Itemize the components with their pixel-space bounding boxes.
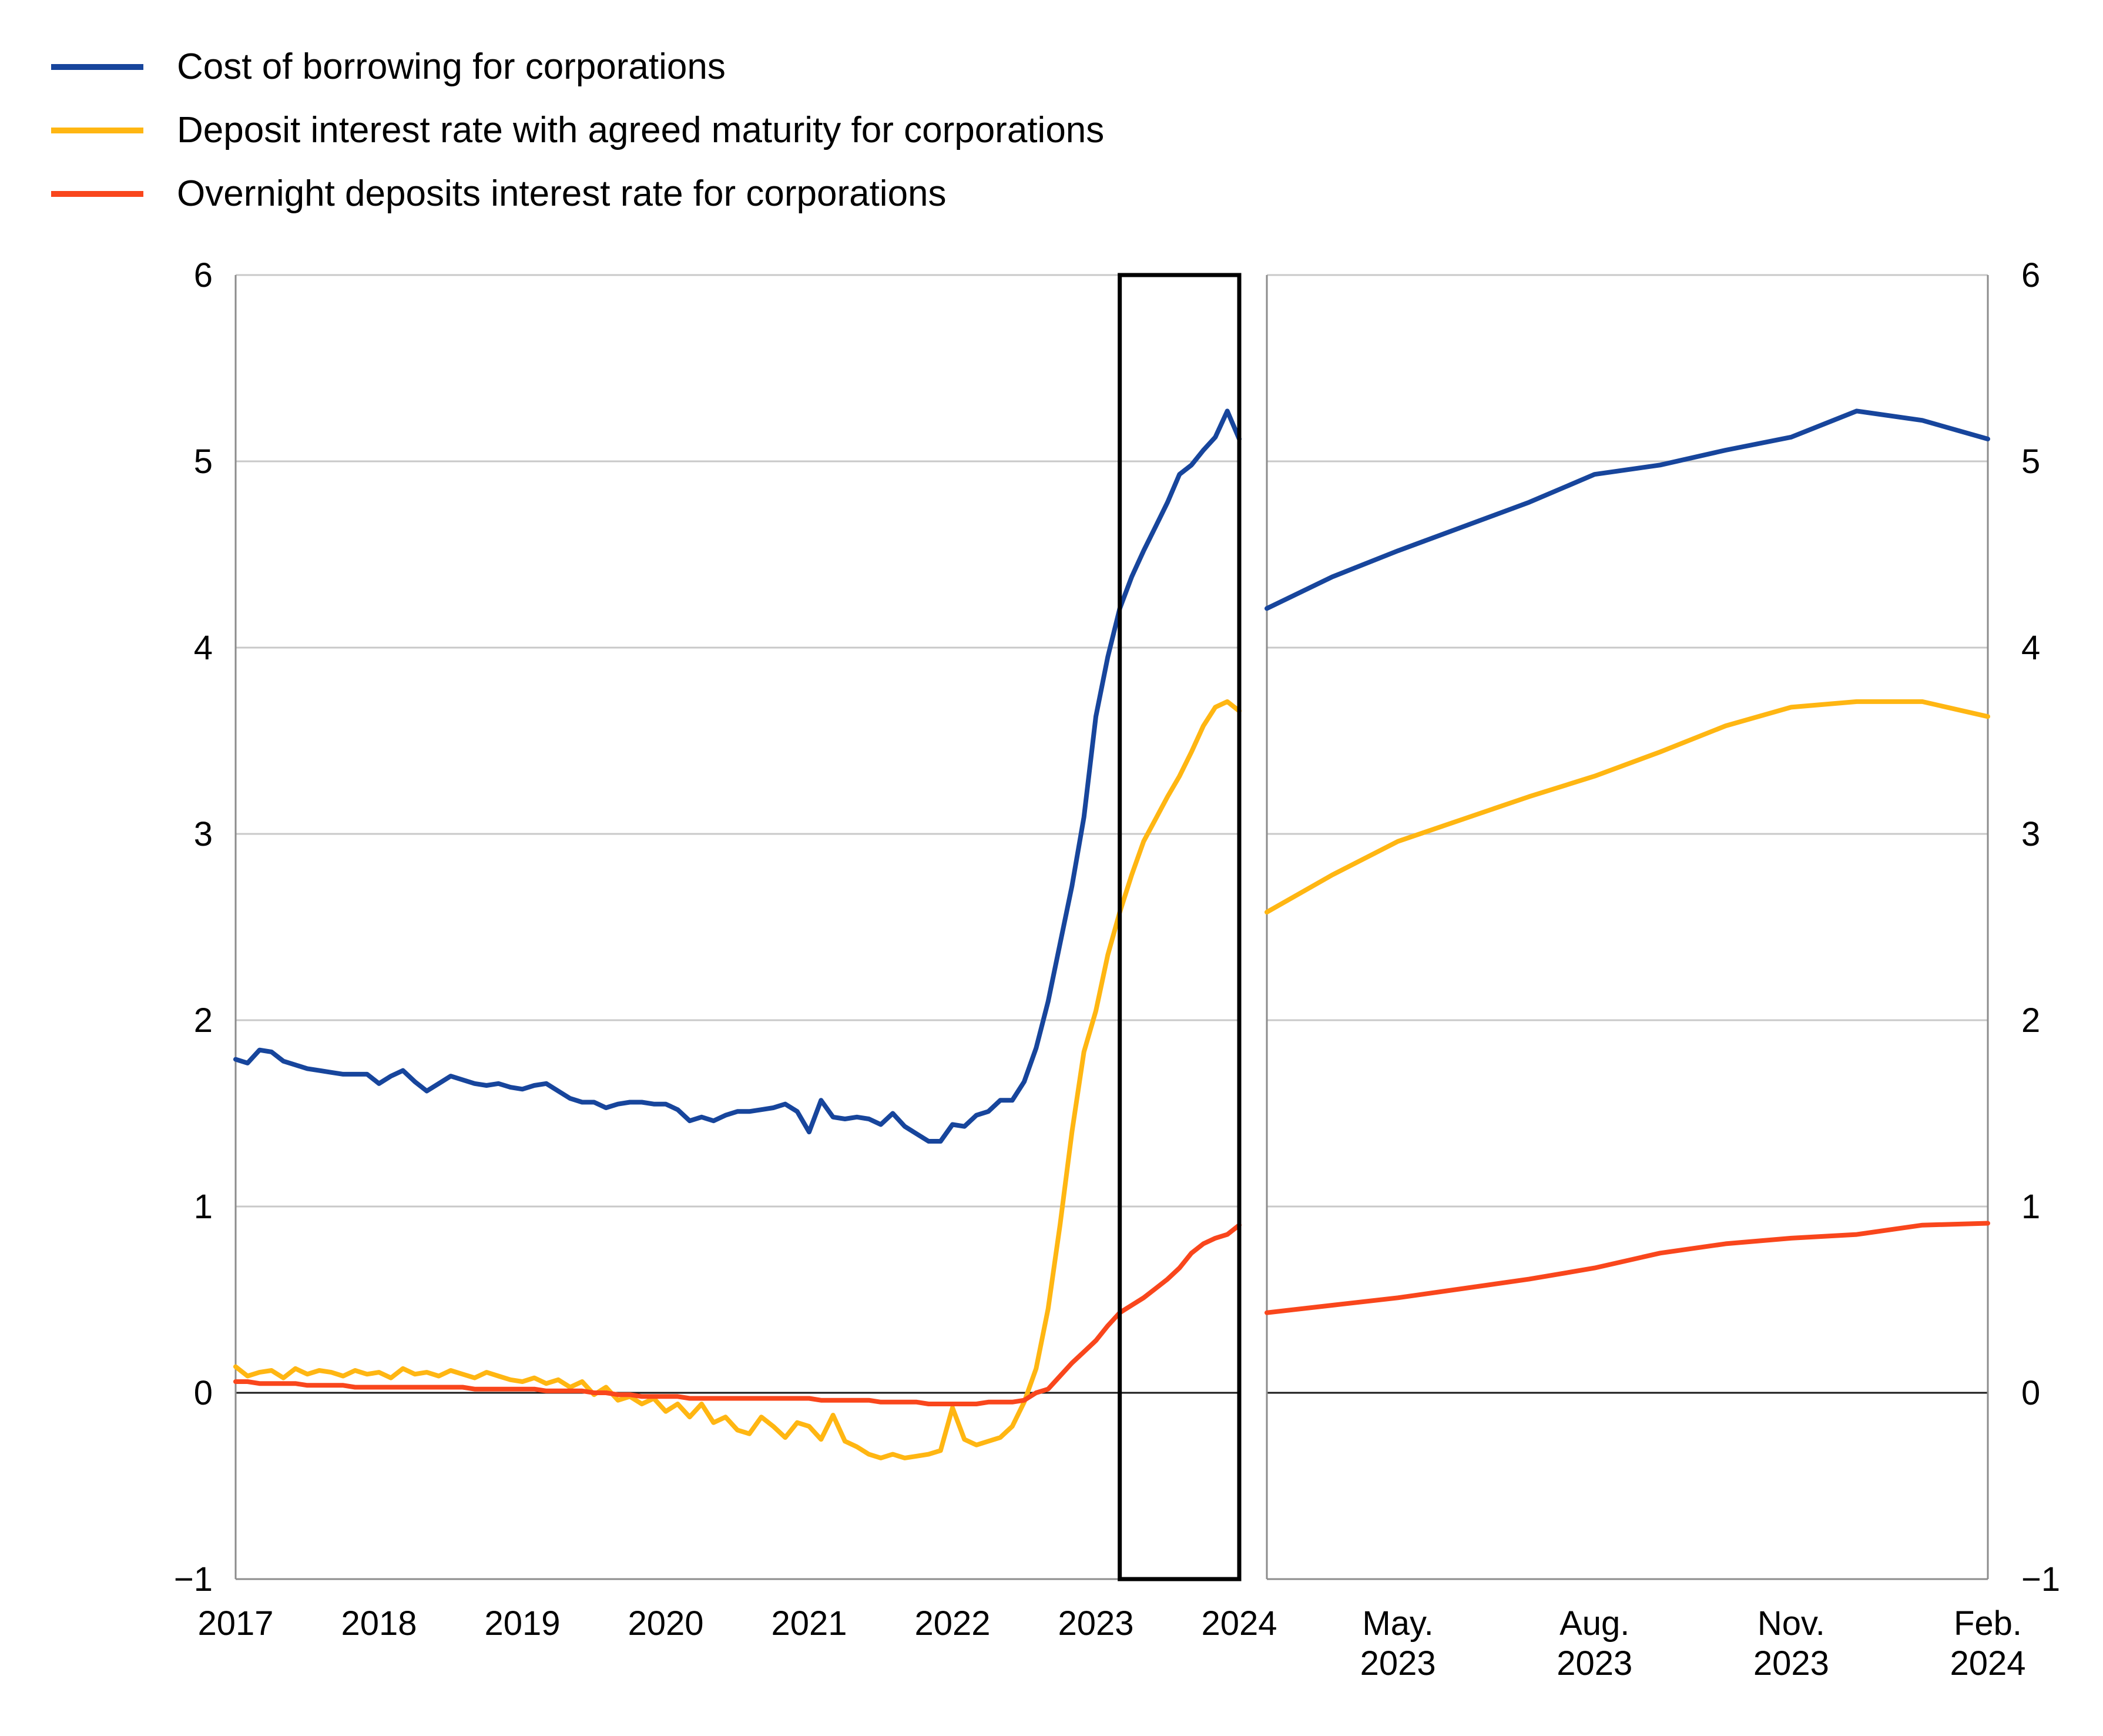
legend-label-overnight-deposits: Overnight deposits interest rate for cor… bbox=[177, 173, 947, 214]
x-tick-label-2023: 2023 bbox=[1058, 1604, 1133, 1643]
y-tick-label-left-0: 0 bbox=[194, 1374, 213, 1412]
y-tick-label-right-4: 4 bbox=[2021, 629, 2040, 667]
overnight-deposits-line-swatch bbox=[51, 191, 143, 197]
y-tick-label-left-4: 4 bbox=[194, 629, 213, 667]
y-tick-label-left-5: 5 bbox=[194, 443, 213, 481]
x-tick-label-year: 2023 bbox=[1753, 1644, 1829, 1683]
x-tick-label-Aug-2023: Aug. bbox=[1559, 1604, 1629, 1643]
deposit-agreed-maturity-line-swatch bbox=[51, 128, 143, 133]
y-tick-label-left-−1: −1 bbox=[174, 1560, 213, 1598]
legend-label-deposit-agreed-maturity: Deposit interest rate with agreed maturi… bbox=[177, 110, 1105, 150]
series-line-deposit-interest-rate-with-agreed-maturity-for-corporations bbox=[1265, 699, 1990, 915]
legend-item: Cost of borrowing for corporations bbox=[51, 35, 1104, 99]
series-line-overnight-deposits-interest-rate-for-corporations bbox=[1265, 1221, 1990, 1315]
y-tick-label-right-−1: −1 bbox=[2021, 1560, 2060, 1598]
x-tick-label-2019: 2019 bbox=[484, 1604, 560, 1643]
y-tick-label-right-2: 2 bbox=[2021, 1001, 2040, 1040]
y-tick-label-right-5: 5 bbox=[2021, 443, 2040, 481]
series-line-cost-of-borrowing-for-corporations bbox=[233, 408, 1242, 1144]
y-tick-label-right-6: 6 bbox=[2021, 256, 2040, 294]
x-tick-label-Feb-2024: Feb. bbox=[1954, 1604, 2022, 1643]
y-tick-label-left-2: 2 bbox=[194, 1001, 213, 1040]
x-tick-label-2022: 2022 bbox=[914, 1604, 990, 1643]
x-tick-label-2018: 2018 bbox=[341, 1604, 417, 1643]
x-tick-label-year: 2024 bbox=[1950, 1644, 2025, 1683]
y-tick-label-left-6: 6 bbox=[194, 256, 213, 294]
y-tick-label-right-0: 0 bbox=[2021, 1374, 2040, 1412]
y-tick-label-right-1: 1 bbox=[2021, 1188, 2040, 1226]
cost-of-borrowing-line-swatch bbox=[51, 64, 143, 70]
legend-item: Deposit interest rate with agreed maturi… bbox=[51, 99, 1104, 162]
series-line-cost-of-borrowing-for-corporations bbox=[1265, 408, 1990, 611]
x-tick-label-year: 2023 bbox=[1557, 1644, 1632, 1683]
y-tick-label-left-1: 1 bbox=[194, 1188, 213, 1226]
x-tick-label-2017: 2017 bbox=[197, 1604, 273, 1643]
series-line-deposit-interest-rate-with-agreed-maturity-for-corporations bbox=[233, 699, 1242, 1460]
series-line-overnight-deposits-interest-rate-for-corporations bbox=[233, 1222, 1242, 1406]
x-tick-label-2020: 2020 bbox=[628, 1604, 703, 1643]
legend-label-cost-of-borrowing: Cost of borrowing for corporations bbox=[177, 46, 726, 87]
zoom-window-box bbox=[1118, 273, 1242, 1581]
y-tick-label-left-3: 3 bbox=[194, 815, 213, 853]
legend-item: Overnight deposits interest rate for cor… bbox=[51, 162, 1104, 226]
x-tick-label-year: 2023 bbox=[1360, 1644, 1436, 1683]
x-tick-label-2021: 2021 bbox=[771, 1604, 847, 1643]
x-tick-label-May-2023: May. bbox=[1362, 1604, 1433, 1643]
x-tick-label-Nov-2023: Nov. bbox=[1757, 1604, 1825, 1643]
x-tick-label-2024: 2024 bbox=[1201, 1604, 1277, 1643]
legend: Cost of borrowing for corporations Depos… bbox=[51, 35, 1104, 226]
y-tick-label-right-3: 3 bbox=[2021, 815, 2040, 853]
